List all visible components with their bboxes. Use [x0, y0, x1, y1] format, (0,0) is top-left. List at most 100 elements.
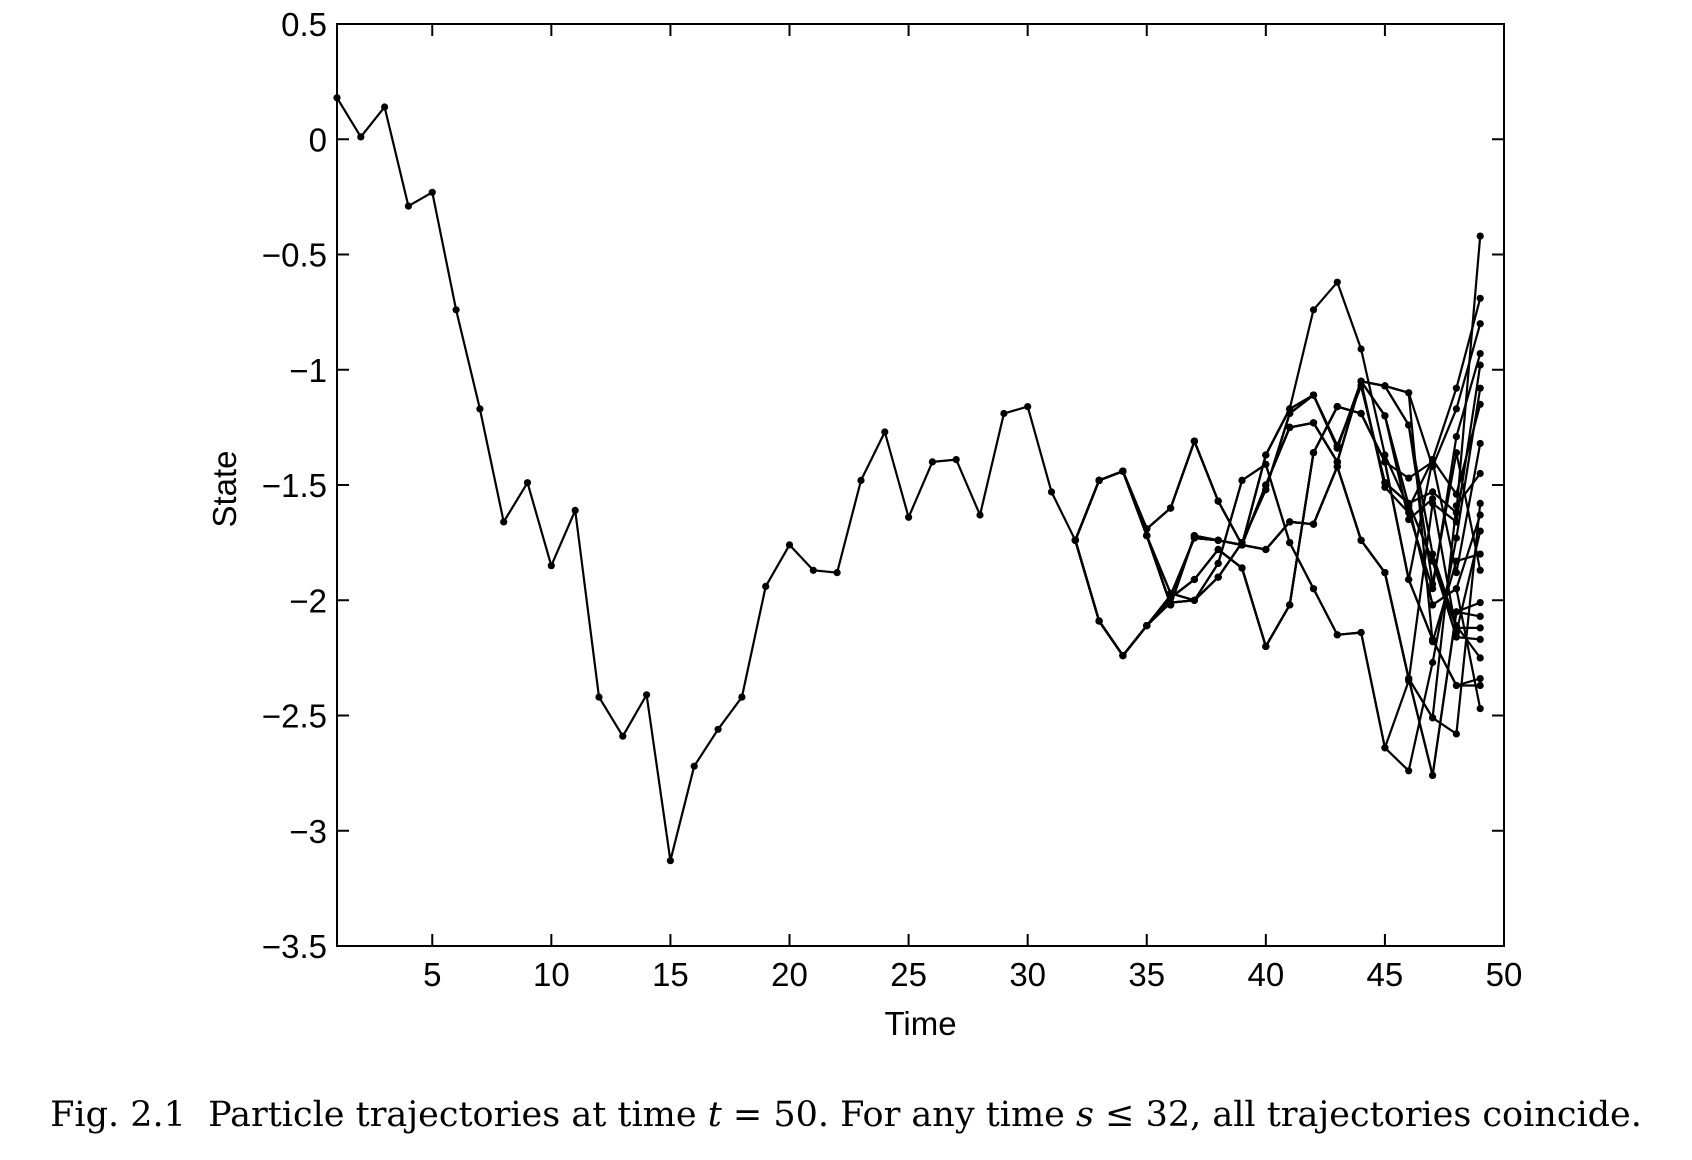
trajectory-10-point: [1452, 730, 1460, 738]
trajectory-21-point: [1476, 681, 1484, 690]
trajectory-8-point: [1452, 569, 1460, 577]
trajectory-22-point: [1214, 573, 1222, 581]
trajectory-22-point: [1167, 599, 1175, 607]
trajectory-22-point: [1309, 391, 1318, 399]
trajectory-18-point: [1143, 525, 1151, 533]
trajectory-6-point: [1333, 631, 1341, 639]
y-axis-ticks: 0.5 0 −0.5 −1 −1.5 −2 −2.5 −3 −3.5: [262, 6, 1504, 965]
trajectory-19-line: [1074, 380, 1482, 659]
common-trajectory-point: [404, 202, 412, 210]
common-trajectory-point: [714, 725, 722, 733]
trajectory-21-point: [1405, 575, 1413, 584]
trajectory-markers: [333, 94, 1484, 865]
trajectory-6-point: [1429, 658, 1437, 667]
trajectory-13-point: [1452, 557, 1460, 565]
trajectory-10-point: [1476, 499, 1484, 507]
trajectory-22-point: [1262, 486, 1270, 494]
common-trajectory-line: [336, 97, 1077, 862]
trajectory-16-point: [1405, 675, 1413, 683]
trajectory-22-point: [1286, 409, 1294, 418]
trajectory-9-point: [1452, 502, 1460, 510]
trajectory-18-point: [1190, 437, 1198, 445]
trajectory-22-point: [1452, 585, 1460, 593]
trajectory-2-point: [1476, 294, 1484, 302]
common-trajectory-point: [928, 458, 937, 466]
trajectory-8-point: [1429, 458, 1437, 466]
common-trajectory-point: [452, 306, 460, 314]
trajectory-18-point: [1214, 497, 1222, 505]
trajectory-22-point: [1357, 377, 1365, 385]
trajectory-21-point: [1286, 601, 1294, 609]
trajectory-11-point: [1476, 511, 1484, 519]
trajectory-18-point: [1476, 635, 1484, 644]
trajectory-12-point: [1429, 495, 1437, 503]
trajectory-16-point: [1286, 518, 1294, 526]
trajectory-19-point: [1286, 423, 1294, 431]
common-trajectory-point: [476, 405, 484, 413]
x-tick-label: 35: [1128, 956, 1165, 993]
common-trajectory-point: [428, 188, 436, 196]
trajectory-7-point: [1476, 400, 1484, 408]
y-tick-label: −3.5: [262, 928, 327, 965]
common-trajectory-point: [785, 541, 794, 549]
trajectory-6-line: [1074, 388, 1482, 772]
trajectory-6-point: [1262, 460, 1270, 468]
trajectory-18-point: [1167, 504, 1175, 512]
trajectory-22-point: [1476, 705, 1484, 713]
caption-text-b: = 50. For any time: [721, 1095, 1077, 1135]
common-trajectory-point: [571, 506, 579, 514]
trajectory-21-point: [1357, 409, 1365, 418]
trajectory-21-point: [1262, 642, 1270, 651]
common-trajectory-point: [381, 103, 389, 111]
trajectory-19-point: [1476, 654, 1484, 662]
caption-label: Fig. 2.1: [50, 1095, 186, 1135]
trajectory-16-point: [1357, 536, 1365, 544]
trajectory-lines: [336, 97, 1482, 862]
trajectory-6-point: [1309, 585, 1318, 593]
trajectory-2-point: [1309, 306, 1318, 314]
trajectory-16-point: [1262, 545, 1270, 554]
trajectory-5-point: [1452, 518, 1460, 526]
trajectory-22-point: [1381, 412, 1389, 420]
trajectory-22-point: [1143, 622, 1151, 630]
trajectory-14-point: [1476, 566, 1484, 574]
caption-var-t: t: [707, 1095, 722, 1135]
common-trajectory-point: [976, 511, 984, 519]
trajectory-16-point: [1381, 569, 1389, 577]
trajectory-2-point: [1452, 384, 1460, 392]
trajectory-2-point: [1333, 278, 1341, 286]
x-tick-label: 40: [1247, 956, 1284, 993]
trajectory-18-point: [1262, 451, 1270, 459]
trajectory-15-point: [1476, 599, 1484, 607]
common-trajectory-point: [833, 569, 841, 577]
caption-text-a: Particle trajectories at time: [208, 1095, 708, 1135]
trajectory-22-point: [1333, 444, 1341, 452]
trajectory-6-point: [1238, 476, 1246, 484]
common-trajectory-point: [595, 693, 603, 701]
trajectory-16-point: [1476, 612, 1484, 621]
trajectory-6-point: [1476, 384, 1484, 392]
trajectory-11-line: [1074, 380, 1482, 657]
common-trajectory-point: [1000, 409, 1008, 418]
trajectory-4-point: [1405, 509, 1413, 517]
trajectory-21-point: [1452, 681, 1460, 690]
trajectory-13-point: [1405, 389, 1413, 397]
common-trajectory-point: [905, 513, 913, 521]
trajectory-21-point: [1309, 449, 1318, 457]
trajectory-6-point: [1357, 628, 1365, 637]
common-trajectory-point: [357, 133, 365, 141]
trajectory-19-point: [1405, 421, 1413, 429]
trajectory-22-point: [1429, 601, 1437, 609]
trajectory-14-point: [1452, 449, 1460, 457]
trajectory-8-point: [1476, 439, 1484, 448]
trajectory-19-point: [1190, 532, 1198, 540]
y-tick-label: −2: [289, 582, 327, 619]
caption-var-s: s: [1076, 1095, 1094, 1135]
x-tick-label: 10: [533, 956, 570, 993]
x-tick-label: 45: [1367, 956, 1404, 993]
trajectory-5-point: [1476, 361, 1484, 369]
trajectory-10-point: [1429, 714, 1437, 722]
trajectory-1-point: [1476, 232, 1484, 240]
trajectory-6-point: [1286, 539, 1294, 547]
trajectory-21-point: [1381, 458, 1389, 466]
